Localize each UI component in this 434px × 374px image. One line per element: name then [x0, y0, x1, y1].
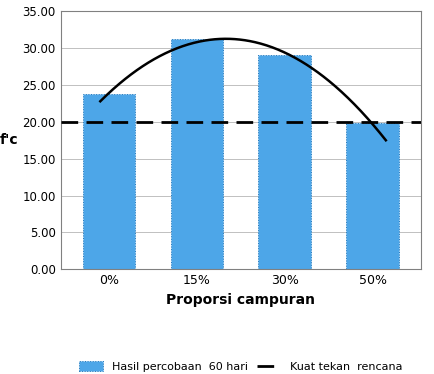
Bar [83, 94, 135, 269]
Bar [171, 39, 224, 269]
Legend: Hasil percobaan  60 hari, Kuat tekan  rencana: Hasil percobaan 60 hari, Kuat tekan renc… [79, 361, 403, 372]
Bar [346, 123, 399, 269]
Y-axis label: f'c: f'c [0, 133, 18, 147]
Bar [258, 55, 311, 269]
X-axis label: Proporsi campuran: Proporsi campuran [166, 293, 316, 307]
